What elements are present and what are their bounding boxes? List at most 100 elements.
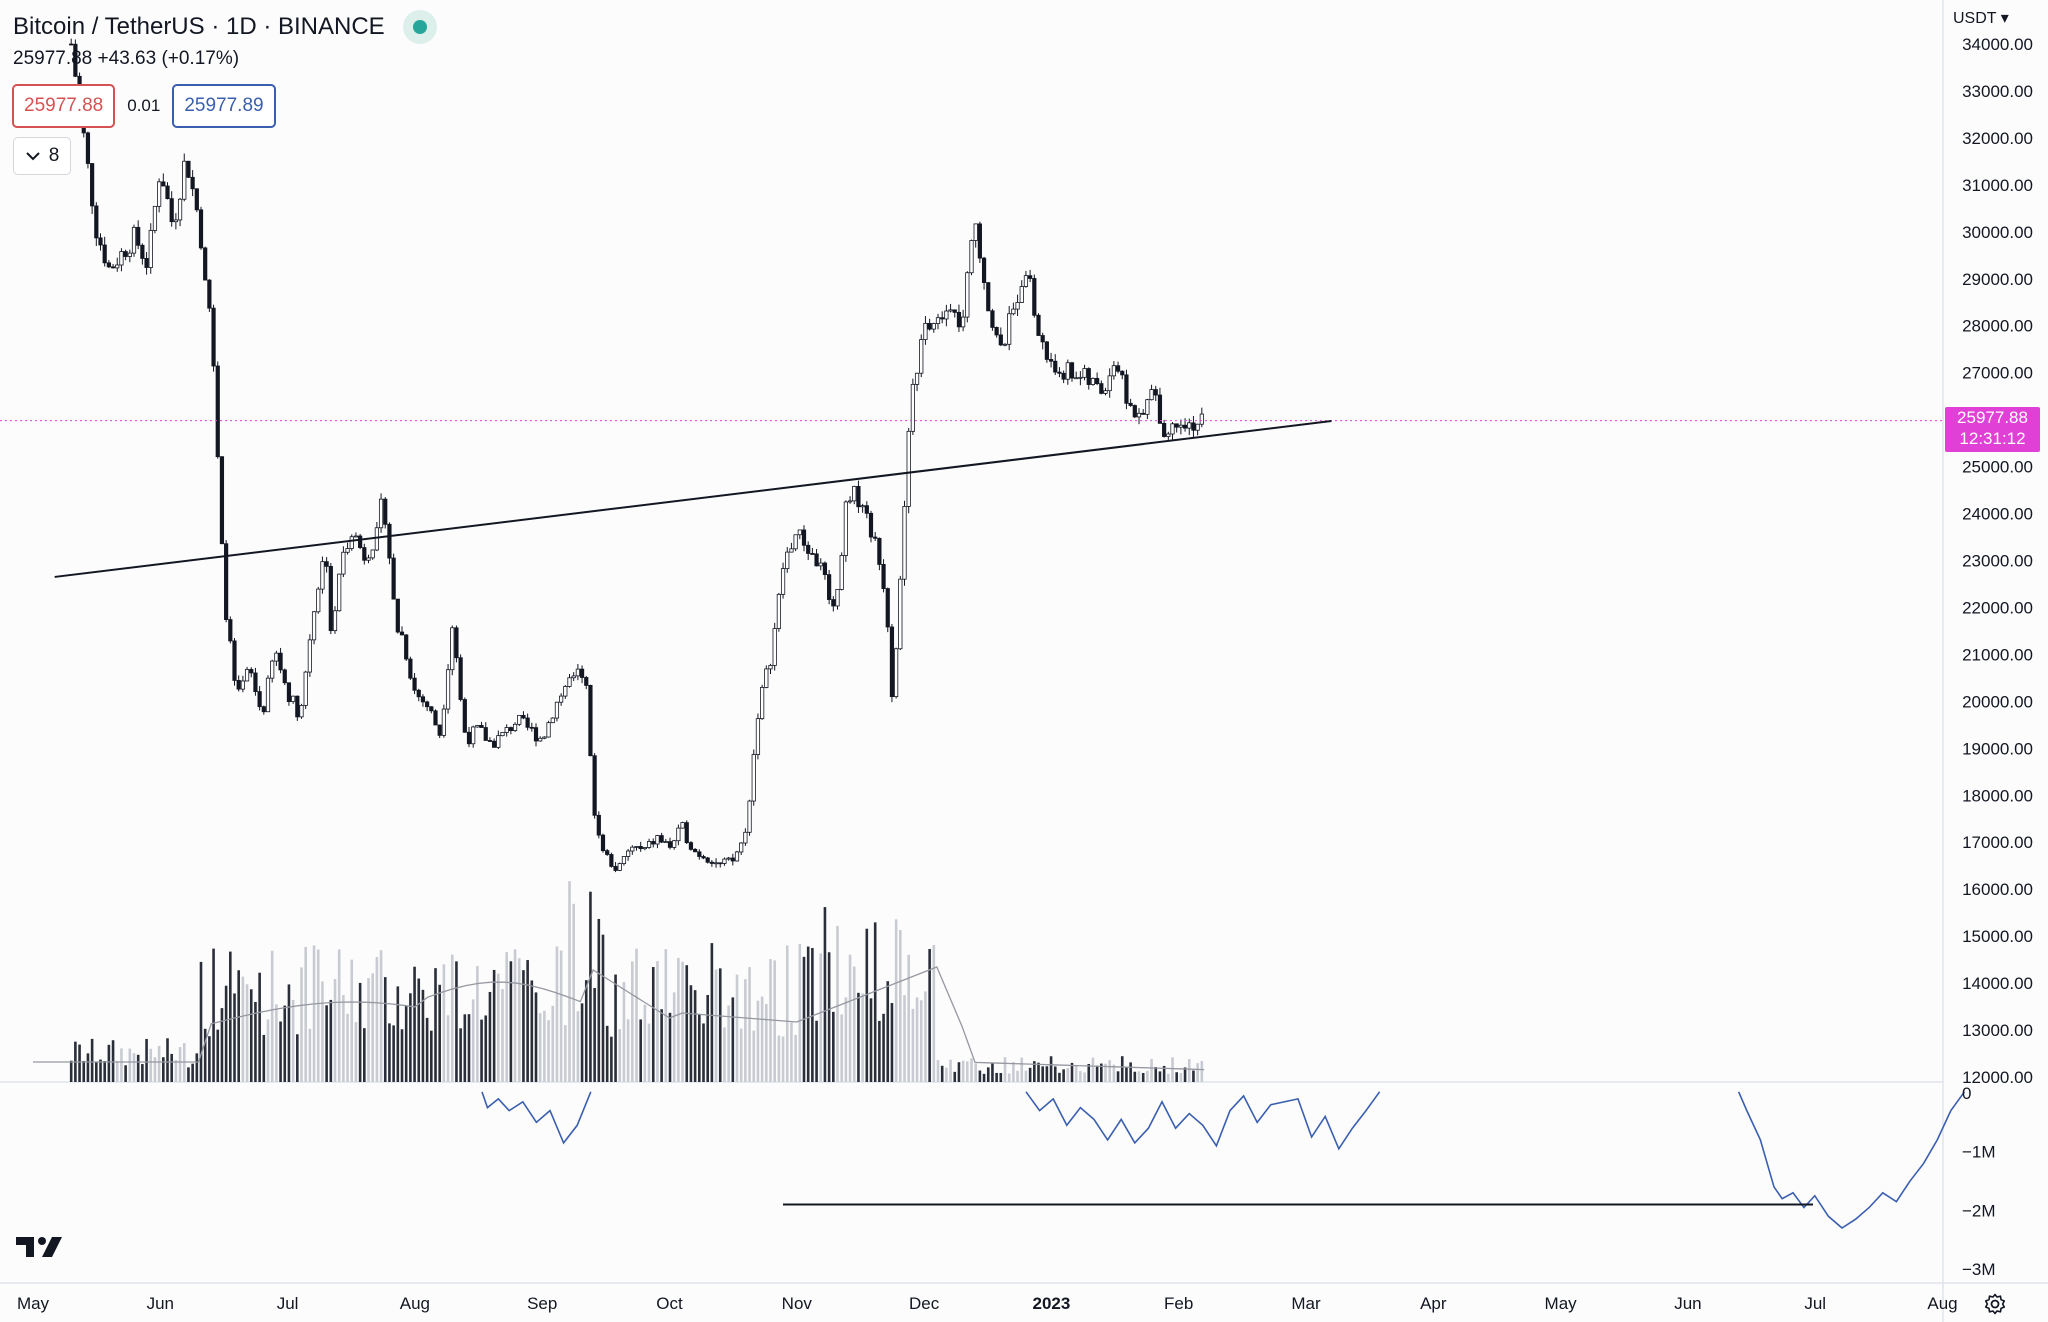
- candle: [496, 730, 501, 750]
- candle-body: [973, 223, 978, 241]
- price-tick-label: 32000.00: [1962, 129, 2033, 148]
- volume-bar: [1028, 1067, 1032, 1082]
- volume-bar: [982, 1073, 986, 1082]
- candle: [1195, 423, 1200, 436]
- candle: [353, 532, 359, 538]
- candle-body: [1182, 424, 1188, 429]
- volume-bar: [254, 1001, 257, 1082]
- indicators-toggle-button[interactable]: 8: [13, 137, 71, 175]
- tradingview-logo[interactable]: [16, 1235, 64, 1259]
- candle-body: [923, 322, 928, 340]
- time-tick-label: Nov: [782, 1294, 813, 1313]
- candle: [646, 838, 652, 849]
- candle: [894, 647, 899, 699]
- candle-body: [311, 611, 317, 641]
- volume-bar: [626, 1019, 630, 1082]
- time-tick-label: Jul: [1804, 1294, 1826, 1313]
- volume-bar: [316, 949, 320, 1082]
- candle: [546, 720, 551, 738]
- candle-body: [274, 652, 279, 662]
- candle-body: [341, 551, 346, 575]
- volume-bar: [865, 928, 869, 1082]
- candle: [684, 820, 689, 845]
- candle-body: [646, 841, 652, 848]
- candle: [1061, 370, 1066, 384]
- candle: [412, 673, 417, 695]
- candle-body: [1145, 399, 1150, 415]
- candle: [563, 685, 568, 699]
- candle-body: [797, 529, 802, 536]
- candle-body: [785, 551, 790, 570]
- buy-button[interactable]: 25977.89: [172, 84, 276, 128]
- volume-bar: [375, 957, 379, 1082]
- candle: [1069, 361, 1075, 382]
- volume-bar: [1154, 1067, 1158, 1082]
- volume-bar: [471, 999, 475, 1082]
- volume-bar: [195, 1053, 199, 1082]
- candle-body: [127, 252, 132, 257]
- candle: [981, 256, 987, 290]
- candle: [822, 561, 828, 580]
- candle: [450, 625, 455, 676]
- volume-bar: [321, 981, 324, 1082]
- volume-bar: [748, 967, 751, 1082]
- symbol-title[interactable]: Bitcoin / TetherUS · 1D · BINANCE: [13, 13, 385, 40]
- candle: [806, 541, 811, 560]
- candle: [1053, 354, 1058, 376]
- candle-body: [948, 309, 953, 312]
- buy-sell-panel: 25977.88 0.01 25977.89: [12, 84, 276, 128]
- candle-body: [115, 264, 120, 269]
- candle: [157, 178, 162, 213]
- drawing-overlays[interactable]: [0, 420, 1943, 578]
- candle: [659, 832, 664, 844]
- candle-body: [801, 529, 807, 546]
- candle-body: [944, 310, 949, 320]
- candle: [1078, 371, 1083, 386]
- volume-bar: [966, 1061, 969, 1082]
- candle: [948, 303, 953, 313]
- gear-icon[interactable]: [1984, 1293, 2006, 1315]
- candle-body: [902, 506, 907, 580]
- candle-body: [399, 631, 405, 636]
- candle-body: [165, 185, 170, 200]
- candle: [1199, 407, 1204, 428]
- candle: [1153, 385, 1158, 401]
- volume-bar: [400, 1029, 404, 1082]
- candle: [387, 522, 392, 565]
- candle-body: [718, 862, 723, 865]
- indicator-tick-label: 0: [1962, 1084, 1971, 1103]
- candle-body: [877, 537, 882, 565]
- candle-body: [475, 725, 480, 728]
- volume-bar: [752, 1030, 756, 1082]
- candle: [642, 847, 647, 851]
- candle-body: [709, 861, 714, 864]
- candle: [278, 647, 283, 674]
- candle-body: [249, 669, 254, 674]
- candle: [194, 188, 199, 213]
- volume-bar: [836, 925, 839, 1082]
- sell-button[interactable]: 25977.88: [12, 84, 116, 128]
- candle: [768, 663, 773, 675]
- candle: [1057, 367, 1062, 378]
- candle-body: [85, 132, 91, 164]
- candle: [634, 845, 639, 851]
- candle-body: [416, 689, 421, 698]
- candle: [998, 327, 1003, 347]
- volume-bar: [337, 949, 341, 1082]
- volume-bar: [459, 1028, 462, 1082]
- candle: [596, 811, 601, 839]
- candle-body: [864, 505, 869, 514]
- candle-body: [965, 272, 970, 318]
- symbol-legend[interactable]: Bitcoin / TetherUS · 1D · BINANCE: [13, 10, 437, 44]
- currency-selector[interactable]: USDT ▾: [1953, 10, 2009, 27]
- candle: [445, 664, 451, 714]
- volume-bar: [95, 1062, 98, 1082]
- volume-bar: [233, 993, 236, 1082]
- volume-bar: [857, 992, 860, 1082]
- volume-bar: [237, 970, 240, 1082]
- volume-bar: [1175, 1072, 1178, 1082]
- volume-bar: [249, 989, 253, 1082]
- candle-body: [207, 279, 212, 309]
- volume-bar: [82, 1060, 86, 1082]
